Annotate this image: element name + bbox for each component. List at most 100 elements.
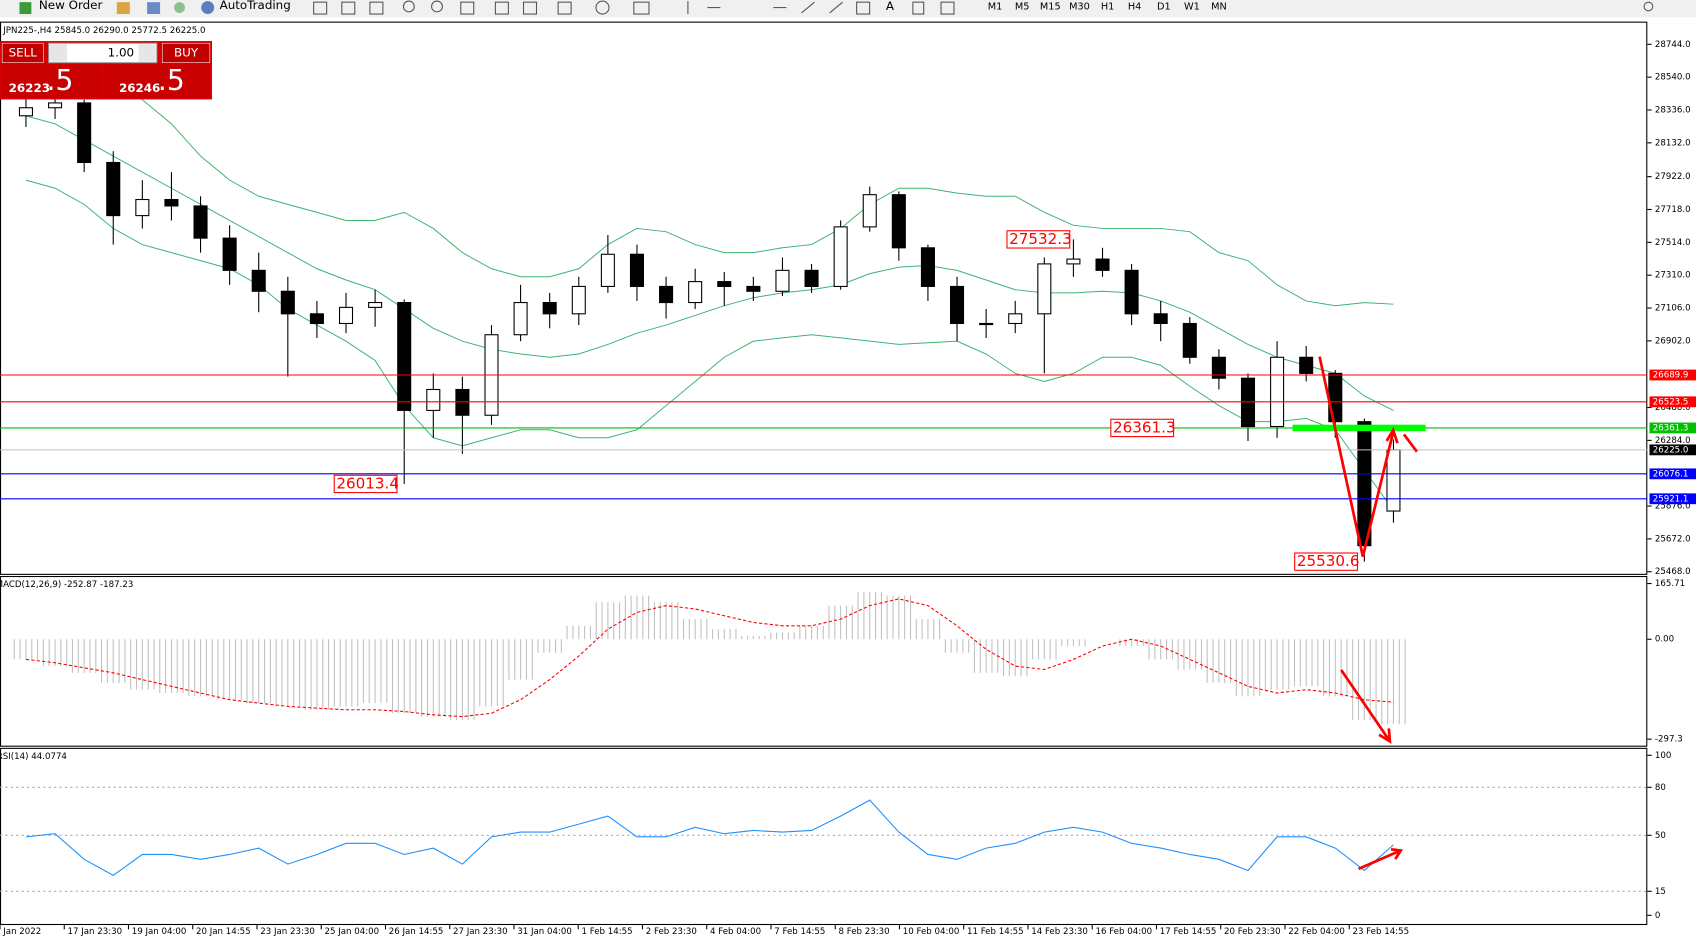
- buy-button[interactable]: [161, 42, 211, 63]
- drawn-arrow: [1340, 669, 1392, 743]
- level-label-bg: [1649, 369, 1696, 381]
- y-tick-label: 165.71: [1655, 579, 1685, 589]
- icon[interactable]: [595, 0, 610, 15]
- y-tick-label: 26284.0: [1655, 436, 1691, 446]
- sell-price: 26223: [9, 81, 50, 95]
- icon[interactable]: [856, 1, 871, 15]
- icon[interactable]: [174, 2, 185, 13]
- candle-body: [920, 247, 935, 287]
- candle-body: [688, 281, 703, 304]
- icon[interactable]: [341, 1, 356, 15]
- timeframe-button[interactable]: H4: [1128, 1, 1142, 12]
- support-zone: [1292, 424, 1426, 432]
- icon[interactable]: [522, 1, 538, 15]
- buy-price-box[interactable]: [103, 64, 210, 98]
- level-label-bg: [1649, 444, 1696, 456]
- candle-body: [193, 205, 208, 239]
- new-order-button[interactable]: New Order: [19, 0, 103, 15]
- macd-signal: [25, 598, 1394, 718]
- toolbar-icons: [313, 0, 1654, 15]
- lot-up[interactable]: [138, 44, 156, 62]
- level-label-bg: [1649, 422, 1696, 434]
- candle-body: [804, 269, 819, 287]
- arrow-head: [1390, 848, 1404, 860]
- icon[interactable]: [147, 2, 161, 15]
- icon[interactable]: [633, 1, 650, 15]
- icon[interactable]: [431, 0, 443, 13]
- y-tick-label: 28336.0: [1655, 106, 1691, 116]
- timeframe-button[interactable]: M5: [1015, 1, 1030, 12]
- icon[interactable]: [494, 1, 509, 15]
- arrow-head: [1378, 728, 1392, 744]
- timeframe-button[interactable]: M30: [1069, 1, 1090, 12]
- candle-body: [775, 269, 790, 292]
- price-label: 26013.4: [336, 474, 399, 492]
- candle-body: [455, 388, 470, 416]
- buy-label[interactable]: BUY: [174, 45, 199, 59]
- level-label-bg: [1649, 493, 1696, 505]
- timeframe-button[interactable]: M1: [988, 1, 1003, 12]
- icon[interactable]: [829, 1, 843, 14]
- sell-price-box[interactable]: [2, 64, 101, 98]
- icon[interactable]: [369, 1, 384, 15]
- lot-input[interactable]: [48, 42, 158, 64]
- candle-body: [1124, 269, 1139, 315]
- sell-button[interactable]: [1, 42, 44, 63]
- x-tick-label: 1 Feb 14:55: [581, 927, 632, 937]
- candle-body: [1008, 313, 1023, 325]
- x-tick-label: 16 Feb 04:00: [1095, 927, 1152, 937]
- candle-body: [513, 302, 528, 336]
- candle-body: [542, 302, 557, 315]
- icon[interactable]: [801, 1, 815, 14]
- level-label-bg: [1649, 468, 1696, 480]
- new-order-label[interactable]: New Order: [39, 0, 103, 12]
- candle-body: [746, 285, 761, 292]
- buy-price: 26246: [119, 81, 160, 95]
- toolbar-bg: [0, 0, 1696, 18]
- timeframe-button[interactable]: MN: [1211, 1, 1227, 12]
- lot-value[interactable]: 1.00: [108, 45, 134, 59]
- level-label: 26361.3: [1653, 423, 1689, 433]
- candle-body: [397, 302, 412, 411]
- icon[interactable]: [557, 1, 572, 15]
- candle-body: [1095, 258, 1110, 271]
- text-tool[interactable]: A: [886, 0, 895, 13]
- drawings: [1292, 356, 1426, 871]
- autotrading-label[interactable]: AutoTrading: [220, 0, 291, 12]
- x-tick-label: 26 Jan 14:55: [389, 927, 444, 937]
- x-tick-label: 20 Jan 14:55: [196, 927, 251, 937]
- x-tick-label: 19 Jan 04:00: [132, 927, 187, 937]
- arrow-head: [1385, 426, 1399, 444]
- autotrading-button[interactable]: AutoTrading: [201, 0, 291, 15]
- icon[interactable]: [313, 1, 328, 15]
- icon[interactable]: [912, 1, 925, 15]
- x-tick-label: 7 Feb 14:55: [774, 927, 825, 937]
- timeframe-button[interactable]: H1: [1101, 1, 1115, 12]
- x-tick-label: Jan 2022: [2, 927, 41, 937]
- lot-down[interactable]: [49, 44, 68, 62]
- icon[interactable]: [1643, 1, 1654, 12]
- x-tick-label: 23 Feb 14:55: [1352, 927, 1409, 937]
- timeframe-button[interactable]: M15: [1040, 1, 1061, 12]
- toolbar: New Order AutoTrading: [0, 0, 1696, 18]
- icon[interactable]: [116, 2, 130, 15]
- y-tick-label: 0.00: [1655, 635, 1674, 645]
- sell-label[interactable]: SELL: [9, 45, 38, 59]
- candle-body: [251, 269, 266, 292]
- icon[interactable]: [402, 0, 415, 13]
- x-tick-label: 8 Feb 23:30: [838, 927, 889, 937]
- icon[interactable]: [460, 1, 475, 15]
- level-label: 26076.1: [1653, 469, 1689, 479]
- rsi-line: [25, 799, 1394, 876]
- timeframe-button[interactable]: D1: [1157, 1, 1171, 12]
- candle-body: [833, 226, 848, 287]
- candle-body: [629, 253, 645, 287]
- candle-body: [338, 306, 354, 325]
- icon[interactable]: [940, 1, 955, 15]
- x-tick-label: 17 Feb 14:55: [1160, 927, 1217, 937]
- candle-body: [949, 285, 965, 325]
- candle-body: [1153, 313, 1168, 325]
- timeframe-button[interactable]: W1: [1184, 1, 1200, 12]
- y-tick-label: 80: [1655, 783, 1666, 793]
